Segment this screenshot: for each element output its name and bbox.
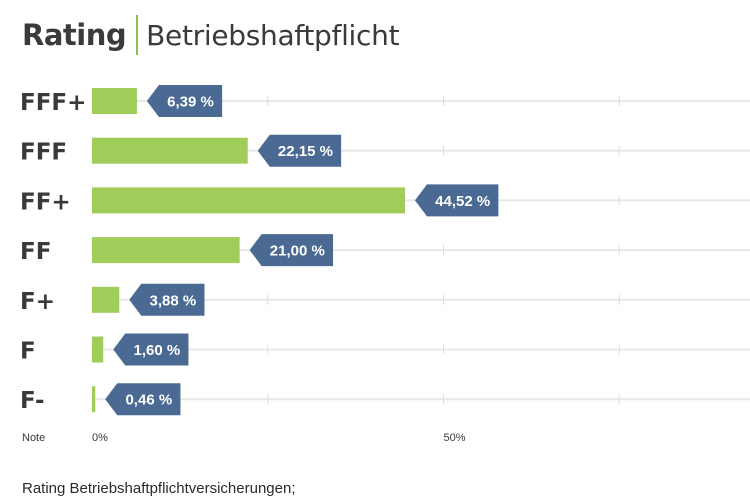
category-label: F [20, 339, 36, 365]
value-label: 44,52 % [435, 193, 490, 210]
value-label-bg [105, 383, 181, 416]
bar [92, 286, 120, 313]
category-label: FFF+ [20, 90, 86, 116]
value-label: 21,00 % [270, 243, 325, 260]
category-label: F- [20, 388, 45, 414]
value-label: 22,15 % [278, 143, 333, 160]
x-tick-label: 0% [92, 432, 108, 444]
category-label: FFF [20, 140, 67, 166]
category-label: FF+ [20, 189, 71, 215]
x-axis-label: Note [22, 432, 45, 444]
value-label: 3,88 % [150, 292, 197, 309]
bar [92, 88, 137, 114]
label-layer: 6,39 % 22,15 % 44,52 % 21,00 % 3,88 % 1,60 % 0… [105, 85, 499, 416]
chart-caption: Rating Betriebshaftpflichtversicherungen… [22, 480, 296, 497]
chart-subtitle: Betriebshaftpflicht [146, 18, 400, 52]
value-label-bg [257, 134, 342, 167]
chart-header: Rating Betriebshaftpflicht [22, 14, 400, 56]
bar [92, 187, 405, 214]
value-label-bg [146, 85, 223, 117]
value-label: 6,39 % [167, 94, 214, 111]
value-label: 0,46 % [125, 392, 172, 409]
bar [92, 237, 240, 264]
chart-title: Rating [22, 18, 127, 52]
bar-layer [92, 88, 405, 413]
value-label-bg [129, 283, 205, 316]
value-label: 1,60 % [133, 342, 180, 359]
rating-bar-chart: 6,39 % 22,15 % 44,52 % 21,00 % 3,88 % 1,60 % 0… [20, 85, 750, 444]
title-divider [136, 15, 139, 55]
bar [92, 336, 104, 363]
category-label: F+ [20, 289, 55, 315]
category-label: FF [20, 239, 51, 265]
value-label-bg [249, 234, 334, 267]
bar [92, 137, 248, 164]
value-label-bg [113, 333, 189, 366]
x-tick-label: 50% [444, 432, 466, 444]
value-label-bg [414, 184, 499, 217]
bar [92, 386, 96, 413]
